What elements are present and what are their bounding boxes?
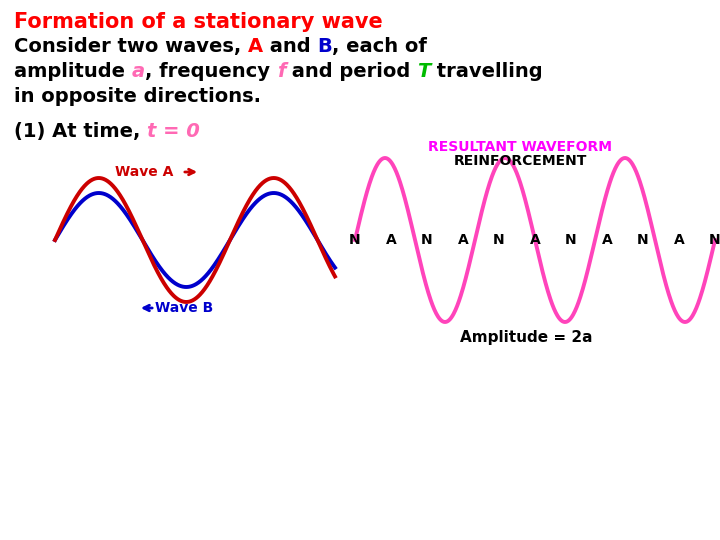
Text: A: A — [248, 37, 263, 56]
Text: N: N — [349, 233, 361, 247]
Text: A: A — [674, 233, 685, 247]
Text: Amplitude = 2a: Amplitude = 2a — [460, 330, 593, 345]
Text: N: N — [493, 233, 505, 247]
Text: Wave A: Wave A — [115, 165, 174, 179]
Text: A: A — [530, 233, 541, 247]
Text: N: N — [709, 233, 720, 247]
Text: N: N — [421, 233, 433, 247]
Text: and period: and period — [285, 62, 417, 81]
Text: travelling: travelling — [431, 62, 543, 81]
Text: Formation of a stationary wave: Formation of a stationary wave — [14, 12, 383, 32]
Text: a: a — [132, 62, 145, 81]
Text: T: T — [417, 62, 431, 81]
Text: in opposite directions.: in opposite directions. — [14, 87, 261, 106]
Text: REINFORCEMENT: REINFORCEMENT — [454, 154, 587, 168]
Text: A: A — [458, 233, 469, 247]
Text: Consider two waves,: Consider two waves, — [14, 37, 248, 56]
Text: (1) At time,: (1) At time, — [14, 122, 147, 141]
Text: A: A — [386, 233, 397, 247]
Text: B: B — [318, 37, 332, 56]
Text: Wave B: Wave B — [155, 301, 213, 315]
Text: and: and — [263, 37, 318, 56]
Text: t = 0: t = 0 — [147, 122, 200, 141]
Text: N: N — [565, 233, 577, 247]
Text: , frequency: , frequency — [145, 62, 276, 81]
Text: A: A — [602, 233, 613, 247]
Text: , each of: , each of — [332, 37, 427, 56]
Text: RESULTANT WAVEFORM: RESULTANT WAVEFORM — [428, 140, 612, 154]
Text: N: N — [637, 233, 649, 247]
Text: f: f — [276, 62, 285, 81]
Text: amplitude: amplitude — [14, 62, 132, 81]
